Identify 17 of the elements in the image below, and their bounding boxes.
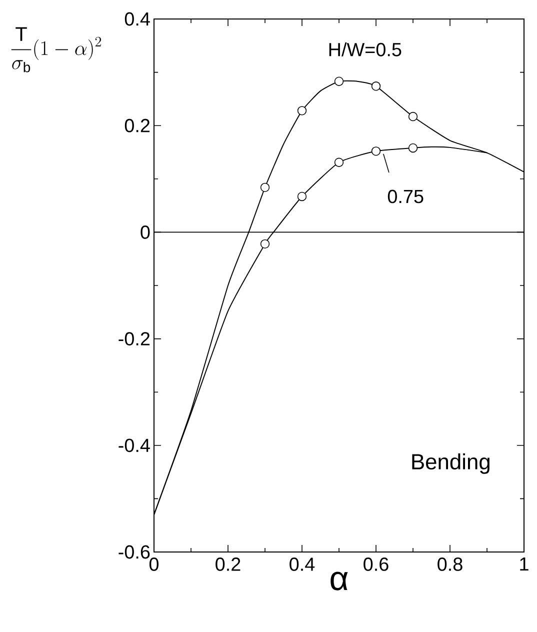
annotation: 0.75 bbox=[388, 190, 424, 204]
x-tick-label: 0.6 bbox=[364, 558, 388, 571]
x-tick-label: 1 bbox=[520, 558, 528, 571]
y-tick-label: -0.4 bbox=[118, 438, 150, 452]
y-axis-title: $\frac{\mathrm{T}}{\sigma_\mathrm{b}}(1-\alpha)^2$ bbox=[11, 27, 102, 72]
x-tick-label: 0.4 bbox=[290, 558, 315, 571]
y-tick-label: 0.4 bbox=[124, 12, 150, 26]
x-tick-label: 0 bbox=[149, 558, 159, 571]
x-axis-title: α bbox=[330, 572, 348, 590]
y-tick-label: -0.2 bbox=[118, 332, 150, 346]
y-tick-label: 0 bbox=[140, 225, 150, 239]
y-tick-label: 0.2 bbox=[124, 118, 150, 132]
annotation: Bending bbox=[412, 453, 490, 474]
y-tick-label: -0.6 bbox=[118, 545, 150, 559]
x-tick-label: 0.8 bbox=[438, 558, 462, 571]
x-tick-label: 0.2 bbox=[216, 558, 240, 571]
annotation: H/W=0.5 bbox=[329, 42, 402, 56]
